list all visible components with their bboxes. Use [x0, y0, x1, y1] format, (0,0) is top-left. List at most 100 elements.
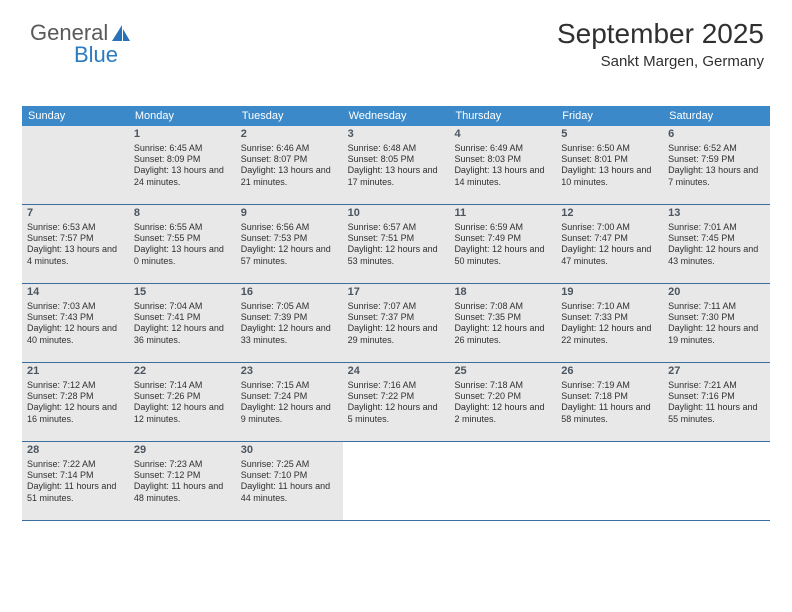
- calendar-cell: 26Sunrise: 7:19 AMSunset: 7:18 PMDayligh…: [556, 363, 663, 441]
- daylight-line: Daylight: 13 hours and 24 minutes.: [134, 165, 231, 188]
- calendar-cell: 9Sunrise: 6:56 AMSunset: 7:53 PMDaylight…: [236, 205, 343, 283]
- sunset-line: Sunset: 8:01 PM: [561, 154, 658, 165]
- calendar-cell: 6Sunrise: 6:52 AMSunset: 7:59 PMDaylight…: [663, 126, 770, 204]
- sunset-line: Sunset: 7:51 PM: [348, 233, 445, 244]
- day-number: 18: [454, 286, 551, 300]
- sunrise-line: Sunrise: 7:11 AM: [668, 301, 765, 312]
- sunset-line: Sunset: 7:10 PM: [241, 470, 338, 481]
- day-number: 16: [241, 286, 338, 300]
- day-number: 2: [241, 128, 338, 142]
- day-number: 5: [561, 128, 658, 142]
- calendar-cell: 10Sunrise: 6:57 AMSunset: 7:51 PMDayligh…: [343, 205, 450, 283]
- daylight-line: Daylight: 13 hours and 7 minutes.: [668, 165, 765, 188]
- daylight-line: Daylight: 12 hours and 36 minutes.: [134, 323, 231, 346]
- sunrise-line: Sunrise: 6:49 AM: [454, 143, 551, 154]
- calendar-cell: 28Sunrise: 7:22 AMSunset: 7:14 PMDayligh…: [22, 442, 129, 520]
- sunset-line: Sunset: 7:28 PM: [27, 391, 124, 402]
- day-number: 9: [241, 207, 338, 221]
- sunset-line: Sunset: 8:07 PM: [241, 154, 338, 165]
- sunrise-line: Sunrise: 7:08 AM: [454, 301, 551, 312]
- day-number: 4: [454, 128, 551, 142]
- sunrise-line: Sunrise: 6:59 AM: [454, 222, 551, 233]
- sunrise-line: Sunrise: 6:53 AM: [27, 222, 124, 233]
- sunset-line: Sunset: 8:03 PM: [454, 154, 551, 165]
- calendar-cell: 15Sunrise: 7:04 AMSunset: 7:41 PMDayligh…: [129, 284, 236, 362]
- day-number: 30: [241, 444, 338, 458]
- sunset-line: Sunset: 7:14 PM: [27, 470, 124, 481]
- sunrise-line: Sunrise: 6:56 AM: [241, 222, 338, 233]
- calendar-cell: [22, 126, 129, 204]
- sunset-line: Sunset: 7:35 PM: [454, 312, 551, 323]
- calendar-cell: 14Sunrise: 7:03 AMSunset: 7:43 PMDayligh…: [22, 284, 129, 362]
- daylight-line: Daylight: 12 hours and 29 minutes.: [348, 323, 445, 346]
- calendar-cell: 18Sunrise: 7:08 AMSunset: 7:35 PMDayligh…: [449, 284, 556, 362]
- sunset-line: Sunset: 7:39 PM: [241, 312, 338, 323]
- calendar-cell: 13Sunrise: 7:01 AMSunset: 7:45 PMDayligh…: [663, 205, 770, 283]
- sunrise-line: Sunrise: 7:01 AM: [668, 222, 765, 233]
- day-number: 23: [241, 365, 338, 379]
- sunset-line: Sunset: 7:55 PM: [134, 233, 231, 244]
- weekday-header: SundayMondayTuesdayWednesdayThursdayFrid…: [22, 106, 770, 126]
- calendar-cell: 30Sunrise: 7:25 AMSunset: 7:10 PMDayligh…: [236, 442, 343, 520]
- sunrise-line: Sunrise: 7:25 AM: [241, 459, 338, 470]
- sunset-line: Sunset: 7:45 PM: [668, 233, 765, 244]
- calendar-week: 14Sunrise: 7:03 AMSunset: 7:43 PMDayligh…: [22, 284, 770, 363]
- sunset-line: Sunset: 7:16 PM: [668, 391, 765, 402]
- sunset-line: Sunset: 7:37 PM: [348, 312, 445, 323]
- weekday-label: Friday: [556, 106, 663, 126]
- day-number: 21: [27, 365, 124, 379]
- daylight-line: Daylight: 11 hours and 44 minutes.: [241, 481, 338, 504]
- sunset-line: Sunset: 7:12 PM: [134, 470, 231, 481]
- logo-sail-icon: [110, 23, 132, 43]
- calendar-week: 28Sunrise: 7:22 AMSunset: 7:14 PMDayligh…: [22, 442, 770, 521]
- day-number: 8: [134, 207, 231, 221]
- daylight-line: Daylight: 12 hours and 40 minutes.: [27, 323, 124, 346]
- daylight-line: Daylight: 11 hours and 51 minutes.: [27, 481, 124, 504]
- calendar-week: 1Sunrise: 6:45 AMSunset: 8:09 PMDaylight…: [22, 126, 770, 205]
- sunset-line: Sunset: 8:09 PM: [134, 154, 231, 165]
- calendar-cell: 5Sunrise: 6:50 AMSunset: 8:01 PMDaylight…: [556, 126, 663, 204]
- sunrise-line: Sunrise: 7:19 AM: [561, 380, 658, 391]
- day-number: 26: [561, 365, 658, 379]
- daylight-line: Daylight: 13 hours and 4 minutes.: [27, 244, 124, 267]
- sunrise-line: Sunrise: 6:46 AM: [241, 143, 338, 154]
- calendar-cell: 11Sunrise: 6:59 AMSunset: 7:49 PMDayligh…: [449, 205, 556, 283]
- daylight-line: Daylight: 12 hours and 2 minutes.: [454, 402, 551, 425]
- calendar-cell: [556, 442, 663, 520]
- calendar-cell: 8Sunrise: 6:55 AMSunset: 7:55 PMDaylight…: [129, 205, 236, 283]
- day-number: 1: [134, 128, 231, 142]
- calendar-cell: 4Sunrise: 6:49 AMSunset: 8:03 PMDaylight…: [449, 126, 556, 204]
- sunrise-line: Sunrise: 7:10 AM: [561, 301, 658, 312]
- sunset-line: Sunset: 7:24 PM: [241, 391, 338, 402]
- sunrise-line: Sunrise: 7:07 AM: [348, 301, 445, 312]
- calendar-cell: 2Sunrise: 6:46 AMSunset: 8:07 PMDaylight…: [236, 126, 343, 204]
- header: September 2025 Sankt Margen, Germany: [557, 18, 764, 70]
- weekday-label: Sunday: [22, 106, 129, 126]
- calendar-cell: 1Sunrise: 6:45 AMSunset: 8:09 PMDaylight…: [129, 126, 236, 204]
- daylight-line: Daylight: 12 hours and 26 minutes.: [454, 323, 551, 346]
- page-title: September 2025: [557, 18, 764, 50]
- day-number: 14: [27, 286, 124, 300]
- calendar-cell: 20Sunrise: 7:11 AMSunset: 7:30 PMDayligh…: [663, 284, 770, 362]
- day-number: 10: [348, 207, 445, 221]
- calendar-cell: [663, 442, 770, 520]
- weekday-label: Saturday: [663, 106, 770, 126]
- sunrise-line: Sunrise: 6:55 AM: [134, 222, 231, 233]
- daylight-line: Daylight: 12 hours and 22 minutes.: [561, 323, 658, 346]
- sunrise-line: Sunrise: 6:45 AM: [134, 143, 231, 154]
- sunrise-line: Sunrise: 7:15 AM: [241, 380, 338, 391]
- calendar-cell: [343, 442, 450, 520]
- weekday-label: Tuesday: [236, 106, 343, 126]
- calendar-cell: 22Sunrise: 7:14 AMSunset: 7:26 PMDayligh…: [129, 363, 236, 441]
- sunrise-line: Sunrise: 7:05 AM: [241, 301, 338, 312]
- sunset-line: Sunset: 7:53 PM: [241, 233, 338, 244]
- day-number: 3: [348, 128, 445, 142]
- sunrise-line: Sunrise: 7:00 AM: [561, 222, 658, 233]
- calendar-cell: 16Sunrise: 7:05 AMSunset: 7:39 PMDayligh…: [236, 284, 343, 362]
- day-number: 19: [561, 286, 658, 300]
- sunrise-line: Sunrise: 7:14 AM: [134, 380, 231, 391]
- weekday-label: Thursday: [449, 106, 556, 126]
- sunset-line: Sunset: 7:22 PM: [348, 391, 445, 402]
- daylight-line: Daylight: 12 hours and 16 minutes.: [27, 402, 124, 425]
- sunset-line: Sunset: 8:05 PM: [348, 154, 445, 165]
